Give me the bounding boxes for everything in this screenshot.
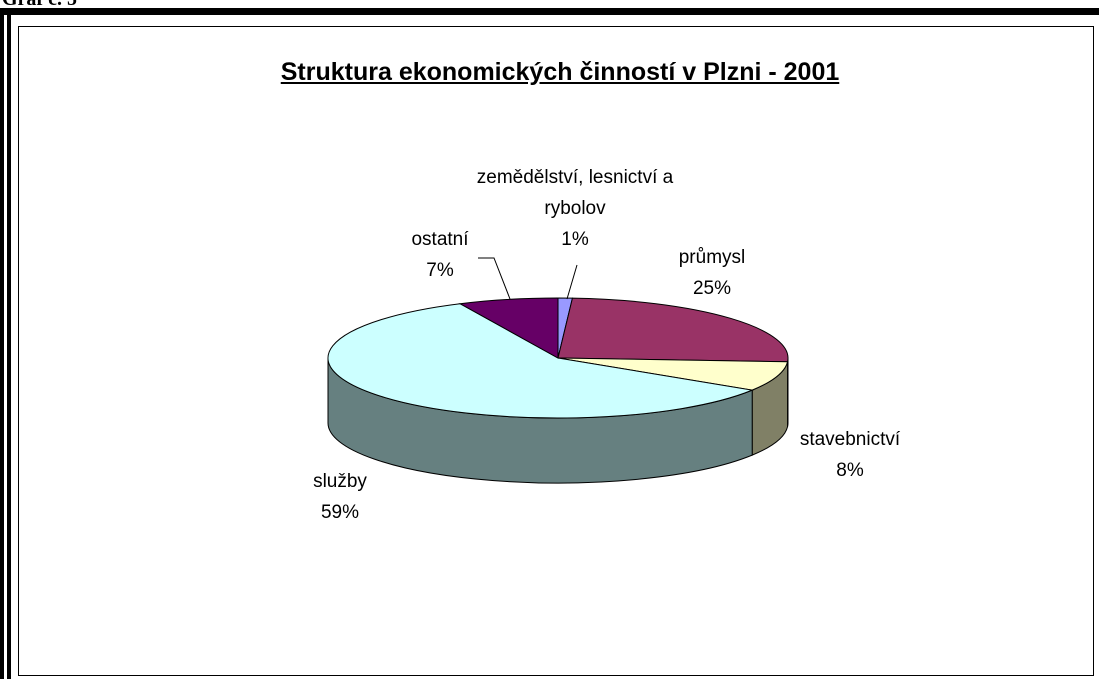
category-label: ostatní <box>411 229 469 250</box>
value-label: 59% <box>320 502 360 523</box>
slice-label: stavebnictví 8% <box>780 424 920 486</box>
slice <box>557 297 789 363</box>
slice-label: zemědělství, lesnictví a rybolov 1% <box>475 162 675 255</box>
slice-label: ostatní 7% <box>390 224 490 286</box>
slice-label: průmysl 25% <box>652 242 772 304</box>
value-label: 25% <box>692 278 732 299</box>
frame-left <box>0 8 4 679</box>
slice <box>327 303 755 419</box>
leader-line <box>478 257 511 300</box>
slice-label: služby 59% <box>280 466 400 528</box>
category-label: zemědělství, lesnictví a rybolov <box>476 167 674 219</box>
value-label: 1% <box>561 229 589 250</box>
pie <box>327 297 789 484</box>
frame-top <box>0 8 1099 15</box>
heading: Graf č. 5 <box>2 0 77 11</box>
category-label: stavebnictví <box>799 429 901 450</box>
chart-title: Struktura ekonomických činností v Plzni … <box>280 58 840 86</box>
leader-line <box>566 264 578 300</box>
value-label: 8% <box>836 460 864 481</box>
category-label: průmysl <box>678 247 746 268</box>
slice <box>458 297 559 359</box>
category-label: služby <box>313 471 367 492</box>
value-label: 7% <box>426 260 454 281</box>
slice <box>557 357 789 391</box>
frame-left-inner <box>7 8 11 679</box>
